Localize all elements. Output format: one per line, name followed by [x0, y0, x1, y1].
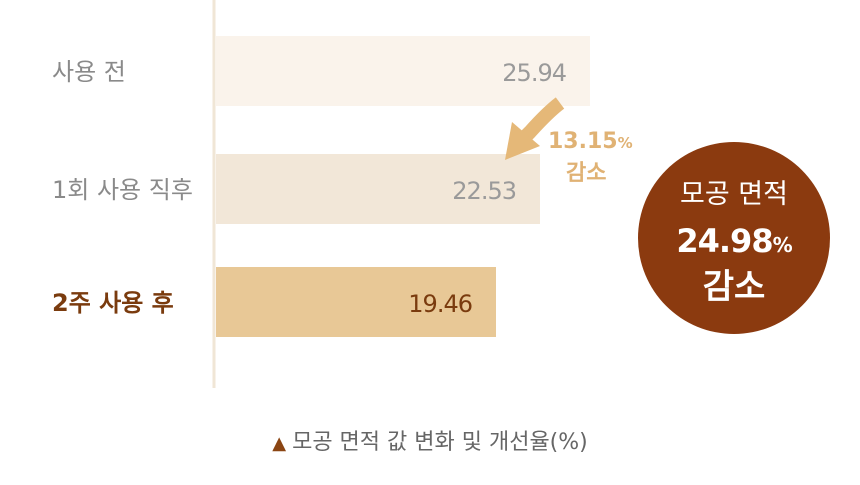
value-label-1: 25.94	[502, 59, 566, 87]
badge-word: 감소	[703, 267, 766, 307]
bar-1	[216, 36, 590, 106]
badge-line1: 모공 면적	[680, 179, 788, 210]
chart-caption: ▲ 모공 면적 값 변화 및 개선율(%)	[0, 424, 860, 456]
result-badge	[638, 142, 830, 334]
badge-percent: 24.98%	[676, 222, 792, 260]
bars-layer: 사용 전 25.94 1회 사용 직후 22.53 2주 사용 후 19.46	[52, 36, 590, 337]
caption-text: 모공 면적 값 변화 및 개선율(%)	[292, 430, 588, 455]
reduction-arrowhead	[505, 122, 540, 160]
bar-3	[216, 267, 496, 337]
reduction-arrow	[517, 97, 565, 145]
value-label-3: 19.46	[408, 290, 472, 318]
triangle-icon: ▲	[272, 433, 287, 454]
category-label-2: 1회 사용 직후	[52, 176, 193, 204]
category-label-3: 2주 사용 후	[52, 289, 174, 317]
reduction-percent: 13.15%	[548, 129, 633, 154]
bar-2	[216, 154, 540, 224]
value-label-2: 22.53	[452, 177, 516, 205]
category-label-1: 사용 전	[52, 58, 126, 86]
reduction-word: 감소	[566, 161, 606, 186]
